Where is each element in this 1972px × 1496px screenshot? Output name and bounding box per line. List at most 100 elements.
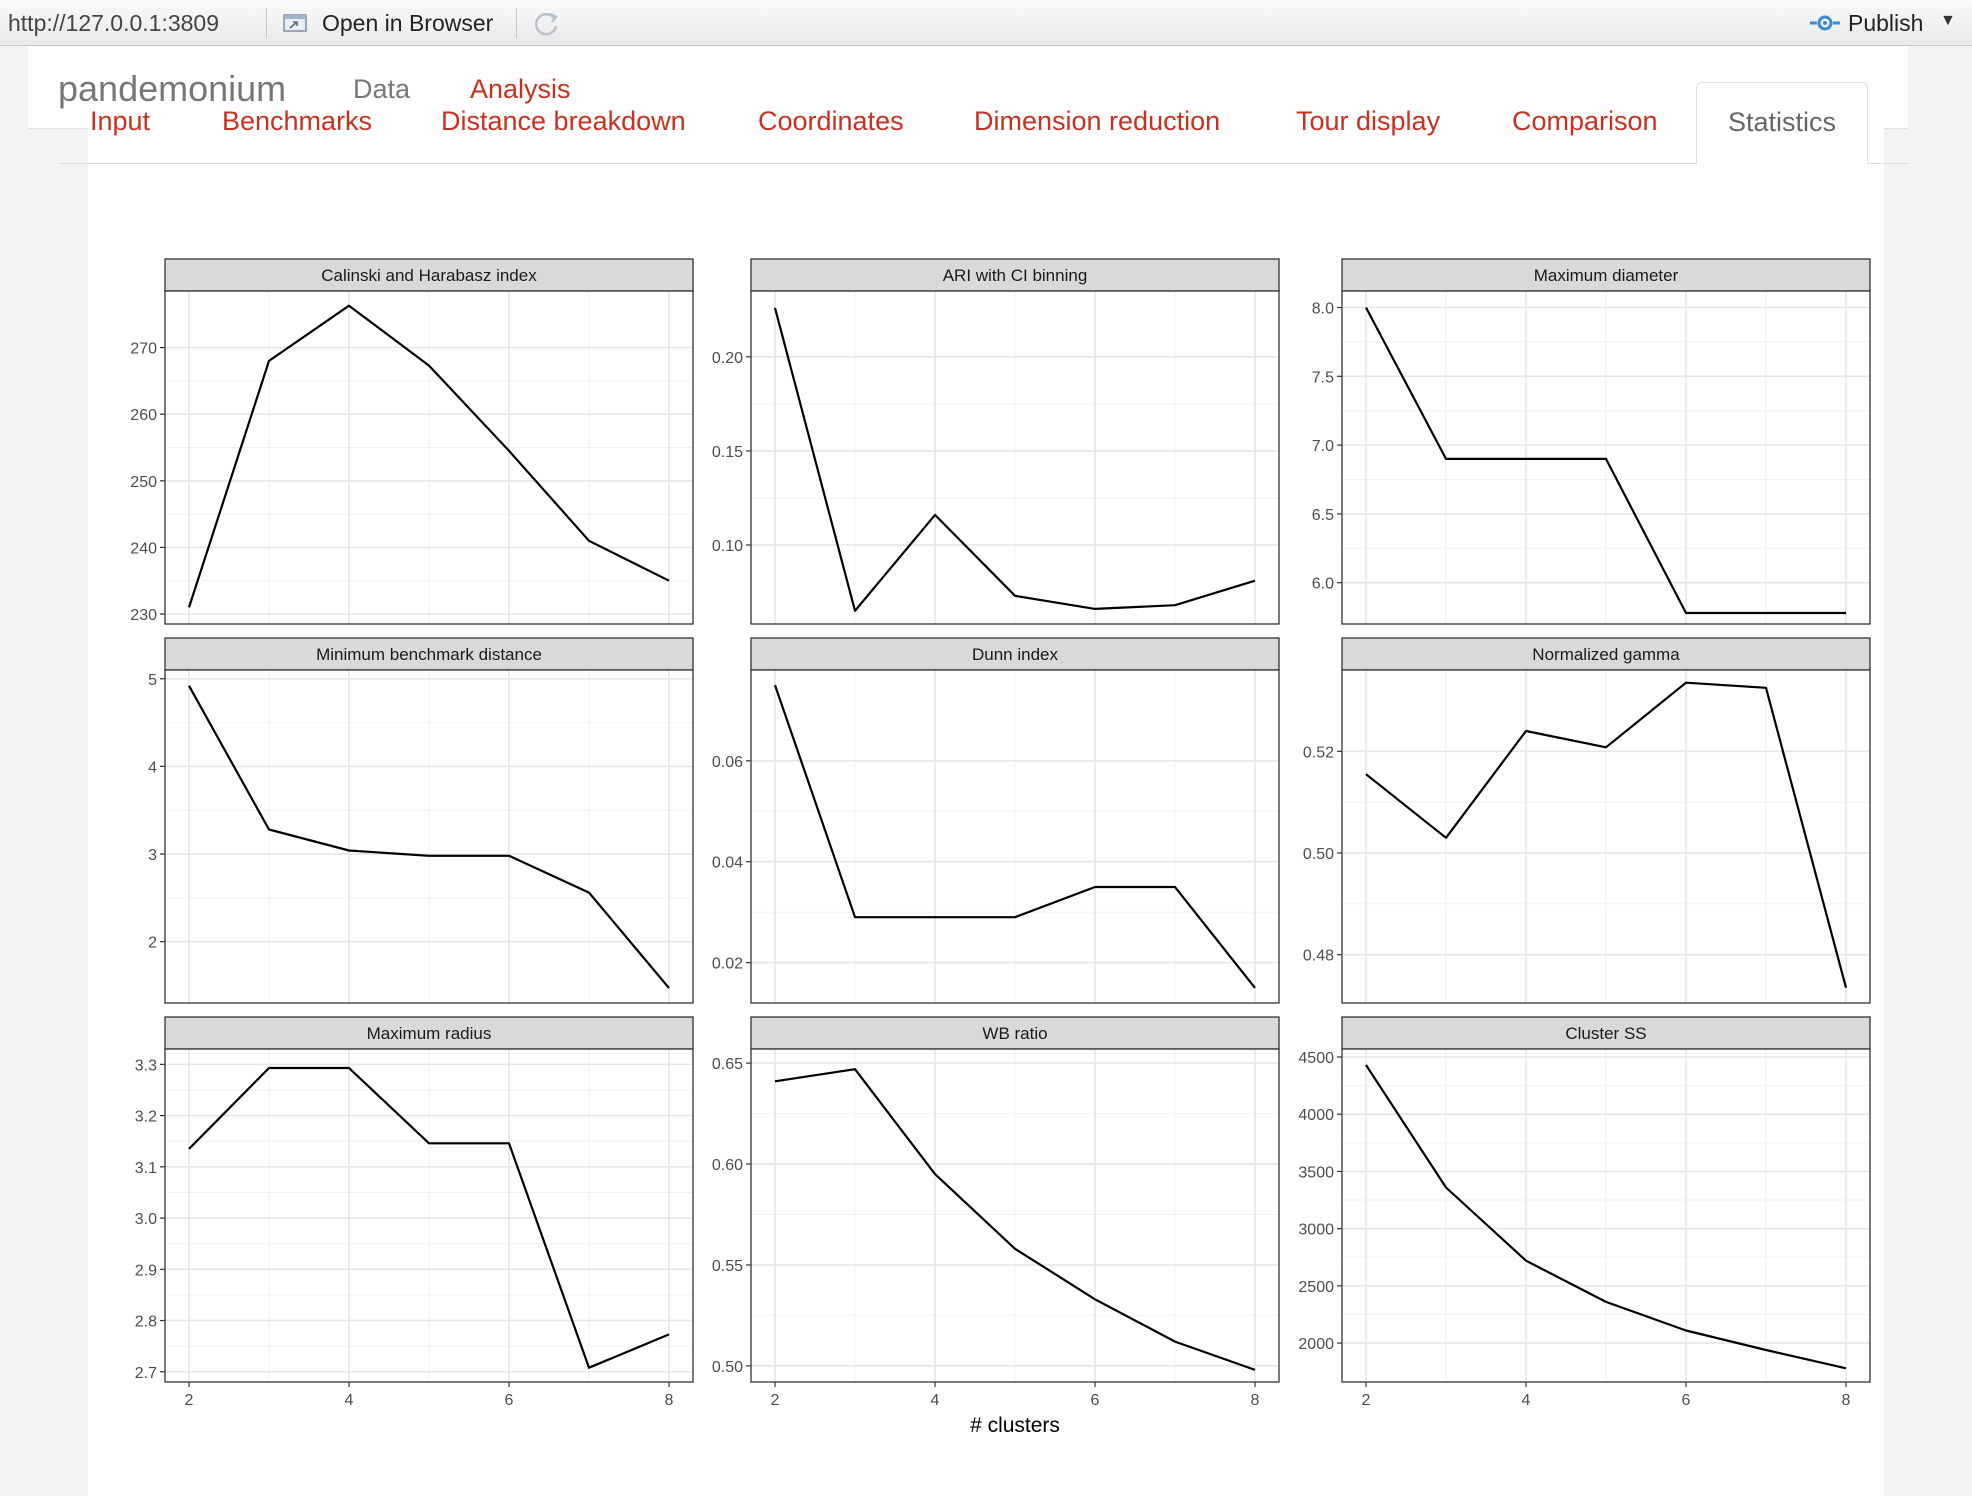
panel-border <box>750 669 1280 1004</box>
panel-border <box>750 290 1280 625</box>
y-tick-label: 6.5 <box>1312 507 1334 524</box>
y-tick-label: 6.0 <box>1312 576 1334 593</box>
tab-distance-breakdown[interactable]: Distance breakdown <box>441 106 686 136</box>
open-in-browser-button[interactable]: Open in Browser <box>322 10 494 36</box>
y-tick-label: 250 <box>130 474 157 491</box>
x-tick-label: 4 <box>1522 1392 1531 1409</box>
toolbar-divider <box>516 8 517 38</box>
panel-border <box>1341 669 1871 1004</box>
facet-title: Maximum radius <box>367 1024 492 1043</box>
x-tick-label: 8 <box>665 1392 674 1409</box>
tab-dimension-reduction[interactable]: Dimension reduction <box>974 106 1221 136</box>
publish-icon[interactable] <box>1808 10 1842 36</box>
y-tick-label: 3.1 <box>135 1160 157 1177</box>
facet-title: Dunn index <box>972 645 1059 664</box>
y-tick-label: 2.8 <box>135 1314 157 1331</box>
facet-title: Minimum benchmark distance <box>316 645 542 664</box>
publish-button[interactable]: Publish <box>1848 10 1924 36</box>
tab-comparison[interactable]: Comparison <box>1512 106 1658 136</box>
facet-strip <box>164 1016 694 1050</box>
y-tick-label: 3 <box>148 847 157 864</box>
y-tick-label: 3.0 <box>135 1211 157 1228</box>
series-line <box>774 1068 1256 1371</box>
y-tick-label: 0.20 <box>712 350 743 367</box>
tab-input[interactable]: Input <box>90 106 151 136</box>
x-tick-label: 4 <box>345 1392 354 1409</box>
facet-strip <box>1341 637 1871 671</box>
y-tick-label: 2.9 <box>135 1262 157 1279</box>
x-tick-label: 2 <box>1362 1392 1371 1409</box>
y-tick-label: 270 <box>130 341 157 358</box>
series-line <box>1365 681 1848 988</box>
y-tick-label: 7.5 <box>1312 369 1334 386</box>
refresh-icon[interactable] <box>532 9 562 39</box>
toolbar-divider <box>266 8 267 38</box>
y-tick-label: 0.48 <box>1303 948 1334 965</box>
facet-strip <box>1341 1016 1871 1050</box>
facet-strip <box>164 258 694 292</box>
series-line <box>1365 1064 1847 1370</box>
y-tick-label: 2000 <box>1298 1336 1334 1353</box>
series-line <box>773 684 1256 989</box>
tab-statistics[interactable]: Statistics <box>1696 82 1869 164</box>
y-tick-label: 5 <box>148 672 157 689</box>
x-tick-label: 2 <box>185 1392 194 1409</box>
viewer-toolbar: http://127.0.0.1:3809 Open in Browser Pu… <box>0 0 1972 46</box>
facet-strip <box>750 1016 1280 1050</box>
x-axis-label: # clusters <box>970 1414 1060 1437</box>
facet-title: Normalized gamma <box>1532 645 1680 664</box>
series-line <box>1365 306 1846 615</box>
nav-item-data[interactable]: Data <box>353 74 411 104</box>
series-line <box>188 685 670 989</box>
y-tick-label: 4000 <box>1298 1107 1334 1124</box>
tab-tour-display[interactable]: Tour display <box>1296 106 1441 136</box>
y-tick-label: 0.50 <box>1303 846 1334 863</box>
y-tick-label: 2500 <box>1298 1279 1334 1296</box>
y-tick-label: 2 <box>148 935 157 952</box>
y-tick-label: 230 <box>130 607 157 624</box>
facet-title: Maximum diameter <box>1534 266 1679 285</box>
y-tick-label: 0.04 <box>712 855 743 872</box>
y-tick-label: 260 <box>130 407 157 424</box>
navbar-brand[interactable]: pandemonium <box>58 68 287 109</box>
facet-title: WB ratio <box>982 1024 1047 1043</box>
y-tick-label: 8.0 <box>1312 301 1334 318</box>
facet-strip <box>1341 258 1871 292</box>
panel-border <box>1341 1048 1871 1383</box>
y-tick-label: 3.2 <box>135 1109 157 1126</box>
tab-coordinates[interactable]: Coordinates <box>758 106 904 136</box>
navbar: pandemonium Data Analysis <box>28 46 1908 129</box>
series-line <box>188 1066 670 1369</box>
x-tick-label: 8 <box>1842 1392 1851 1409</box>
y-tick-label: 0.52 <box>1303 744 1334 761</box>
y-tick-label: 0.02 <box>712 956 743 973</box>
facet-strip <box>750 637 1280 671</box>
tab-benchmarks[interactable]: Benchmarks <box>222 106 373 136</box>
y-tick-label: 3.3 <box>135 1057 157 1074</box>
facet-strip <box>164 637 694 671</box>
open-browser-icon[interactable] <box>282 12 310 34</box>
y-tick-label: 3500 <box>1298 1164 1334 1181</box>
y-tick-label: 0.10 <box>712 538 743 555</box>
panel-border <box>164 669 694 1004</box>
y-tick-label: 7.0 <box>1312 438 1334 455</box>
caret-down-icon[interactable]: ▼ <box>1940 12 1956 29</box>
y-tick-label: 4 <box>148 759 157 776</box>
facet-title: Cluster SS <box>1565 1024 1646 1043</box>
panel-border <box>164 1048 694 1383</box>
series-line <box>187 304 670 608</box>
y-tick-label: 3000 <box>1298 1222 1334 1239</box>
nav-item-analysis[interactable]: Analysis <box>470 74 571 104</box>
analysis-tabs: Input Benchmarks Distance breakdown Coor… <box>58 46 1910 164</box>
y-tick-label: 240 <box>130 540 157 557</box>
url-text[interactable]: http://127.0.0.1:3809 <box>8 10 220 36</box>
panel-border <box>1341 290 1871 625</box>
y-tick-label: 0.06 <box>712 754 743 771</box>
panel-border <box>750 1048 1280 1383</box>
y-tick-label: 0.65 <box>712 1056 743 1073</box>
panel-border <box>164 290 694 625</box>
series-line <box>773 307 1256 612</box>
y-tick-label: 0.55 <box>712 1258 743 1275</box>
y-tick-label: 0.60 <box>712 1157 743 1174</box>
